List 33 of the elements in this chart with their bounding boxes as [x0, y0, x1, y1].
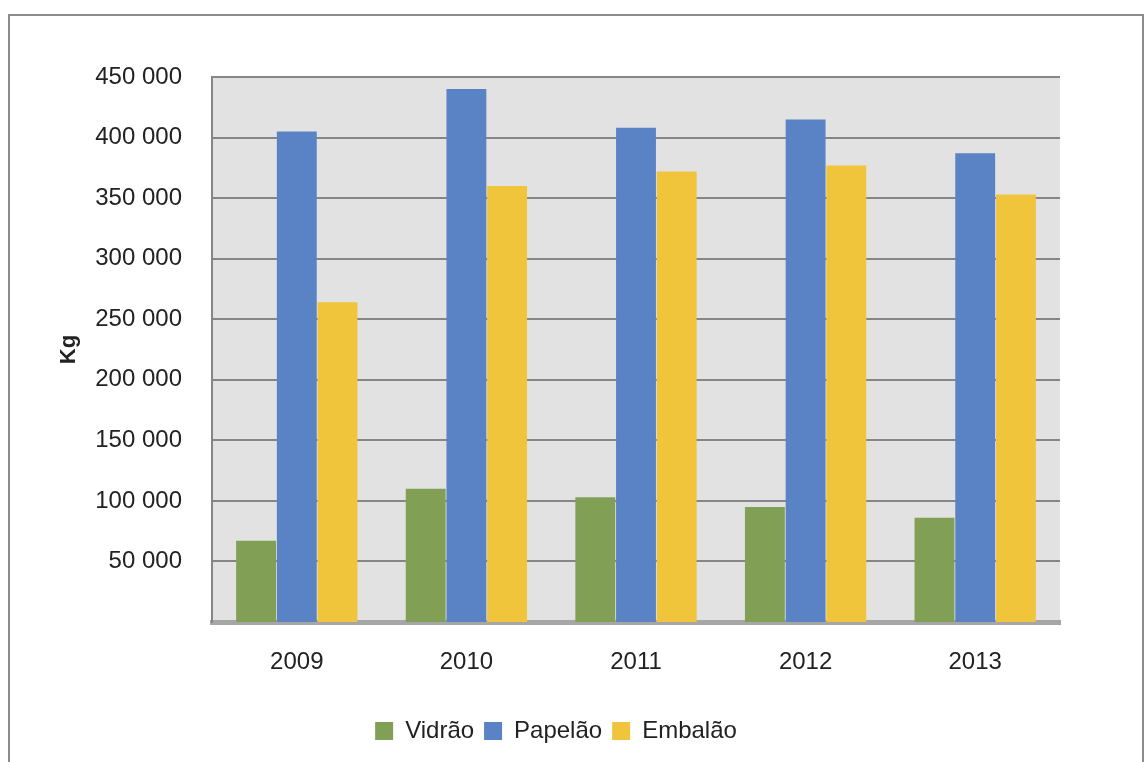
y-tick-label: 350 000: [95, 182, 182, 210]
bar: [995, 194, 1036, 622]
y-tick-label: 50 000: [108, 546, 182, 574]
y-tick-label: 400 000: [95, 122, 182, 150]
bar: [616, 127, 656, 622]
x-tick-label: 2012: [778, 647, 833, 675]
bar: [276, 131, 317, 622]
y-tick-label: 250 000: [95, 303, 182, 331]
y-tick-label: 100 000: [95, 485, 182, 513]
bar: [785, 119, 826, 622]
bar: [744, 506, 785, 622]
bar: [575, 497, 616, 622]
bar: [826, 165, 867, 622]
bar: [914, 517, 955, 622]
bar: [446, 89, 487, 622]
bar: [405, 488, 446, 622]
bar: [656, 171, 697, 622]
legend-label: Vidrão: [405, 715, 475, 743]
legend-label: Embalão: [642, 715, 737, 743]
x-tick-label: 2013: [948, 647, 1002, 675]
x-tick-label: 2009: [270, 647, 324, 675]
bar: [955, 153, 996, 622]
x-tick-label: 2011: [610, 647, 662, 675]
x-tick-label: 2010: [439, 647, 494, 675]
y-tick-label: 450 000: [95, 61, 182, 89]
bar: [487, 186, 528, 622]
y-axis-title: Kg: [55, 334, 81, 365]
y-tick-label: 150 000: [95, 424, 182, 452]
bar: [317, 302, 358, 622]
y-tick-label: 300 000: [95, 243, 182, 271]
bar: [236, 540, 277, 622]
y-tick-label: 200 000: [95, 364, 182, 392]
legend-label: Papelão: [514, 715, 603, 743]
